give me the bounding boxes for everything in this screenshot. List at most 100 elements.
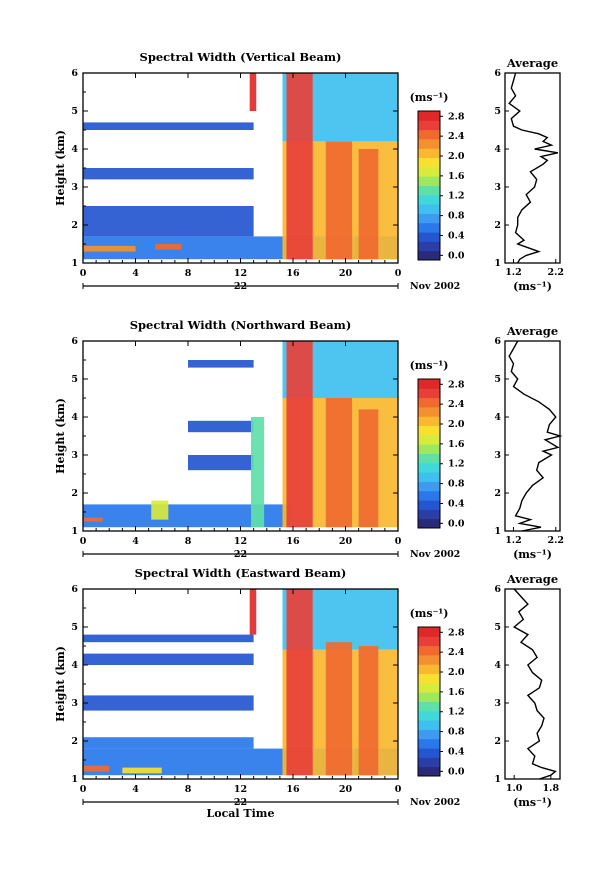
profile-y-tick-label: 5 [494, 374, 501, 385]
colorbar-swatch [418, 757, 440, 768]
echo-region [188, 420, 254, 433]
profile-y-tick-label: 1 [494, 774, 501, 785]
y-tick-label: 1 [71, 526, 78, 537]
x-tick-label: 16 [286, 784, 300, 795]
colorbar-tick-label: 0.8 [448, 211, 465, 222]
echo-region [188, 360, 254, 368]
echo-region [249, 73, 257, 111]
profile-line [508, 340, 563, 532]
echo-region [325, 141, 353, 260]
profile-x-tick-label: 2.2 [548, 535, 565, 546]
y-tick-label: 5 [71, 622, 78, 633]
y-tick-label: 4 [71, 412, 78, 423]
y-tick-label: 5 [71, 374, 78, 385]
colorbar-tick-label: 2.8 [448, 379, 465, 390]
echo-region [358, 646, 379, 776]
echo-region [358, 409, 379, 528]
colorbar-frame [417, 626, 441, 777]
y-tick-label: 1 [71, 774, 78, 785]
profile-line [512, 588, 557, 780]
heatmap-cells [83, 341, 398, 528]
colorbar-swatch [418, 379, 440, 389]
profile-y-tick-label: 1 [494, 526, 501, 537]
profile-x-label: (ms⁻¹) [513, 548, 552, 561]
colorbar-swatch [418, 111, 440, 121]
profile-y-tick-label: 2 [494, 736, 501, 747]
colorbar-swatch [418, 481, 440, 492]
y-tick-label: 4 [71, 144, 78, 155]
echo-region [83, 245, 136, 252]
colorbar-swatch [418, 766, 440, 777]
colorbar-tick-label: 0.0 [448, 250, 465, 261]
colorbar-tick-label: 2.4 [448, 647, 465, 658]
x-tick-label: 4 [132, 268, 139, 279]
colorbar-swatch [418, 204, 440, 214]
colorbar-tick-label: 2.4 [448, 399, 465, 410]
colorbar-swatch [418, 138, 440, 149]
x-tick-label: 16 [286, 268, 300, 279]
colorbar-swatch [418, 518, 440, 529]
echo-region [83, 634, 254, 643]
colorbar-tick-label: 1.2 [448, 459, 465, 470]
colorbar-swatch [418, 129, 440, 140]
profile-y-tick-label: 6 [494, 584, 501, 595]
colorbar-swatch [418, 185, 440, 196]
panel-title: Spectral Width (Eastward Beam) [135, 566, 347, 580]
echo-region [251, 417, 265, 528]
x-tick-label: 0 [80, 268, 87, 279]
heatmap-cells [83, 589, 398, 776]
colorbar-swatch [418, 444, 440, 454]
panel-0: Spectral Width (Vertical Beam)123456Heig… [54, 50, 564, 293]
profile-y-tick-label: 4 [494, 144, 501, 155]
date-mark: 22 [234, 549, 247, 560]
y-tick-label: 1 [71, 258, 78, 269]
colorbar-swatch [418, 692, 440, 702]
colorbar-swatch [418, 241, 440, 252]
y-tick-label: 5 [71, 106, 78, 117]
y-axis-label: Height (km) [54, 130, 67, 206]
echo-region [188, 455, 254, 471]
profile-x-label: (ms⁻¹) [513, 280, 552, 293]
profile-x-tick-label: 1.0 [506, 783, 523, 794]
x-tick-label: 0 [80, 536, 87, 547]
colorbar-swatch [418, 157, 440, 168]
x-tick-label: 0 [395, 536, 402, 547]
colorbar-swatch [418, 509, 440, 520]
profile-frame [504, 340, 561, 532]
colorbar-tick-label: 2.0 [448, 151, 465, 162]
y-tick-label: 6 [71, 336, 78, 347]
profile-y-tick-label: 4 [494, 660, 501, 671]
echo-region [358, 149, 379, 260]
echo-region [83, 122, 254, 130]
echo-region [249, 589, 257, 635]
colorbar-tick-label: 1.2 [448, 707, 465, 718]
echo-region [325, 642, 353, 776]
colorbar-swatch [418, 416, 440, 427]
colorbar-swatch [418, 425, 440, 436]
x-tick-label: 12 [234, 536, 247, 547]
y-tick-label: 3 [71, 698, 78, 709]
colorbar-swatch [418, 710, 440, 721]
profile-title: Average [506, 56, 558, 70]
date-mark: 22 [234, 281, 247, 292]
colorbar-swatch [418, 748, 440, 758]
echo-region [286, 73, 313, 260]
date-label: Nov 2002 [410, 797, 460, 808]
profile-x-label: (ms⁻¹) [513, 796, 552, 809]
profile-y-tick-label: 6 [494, 336, 501, 347]
echo-region [122, 767, 162, 774]
echo-region [325, 398, 353, 528]
x-tick-label: 20 [339, 784, 353, 795]
profile-x-tick-label: 2.2 [548, 267, 565, 278]
profile-frame [504, 588, 561, 780]
echo-region [83, 168, 254, 180]
colorbar-swatch [418, 738, 440, 749]
y-tick-label: 2 [71, 488, 78, 499]
panel-1: Spectral Width (Northward Beam)123456Hei… [54, 318, 564, 561]
y-axis-label: Height (km) [54, 646, 67, 722]
colorbar-swatch [418, 222, 440, 233]
date-mark: 22 [234, 797, 247, 808]
colorbar-swatch [418, 120, 440, 131]
colorbar-swatch [418, 720, 440, 730]
colorbar-tick-label: 0.4 [448, 498, 465, 509]
